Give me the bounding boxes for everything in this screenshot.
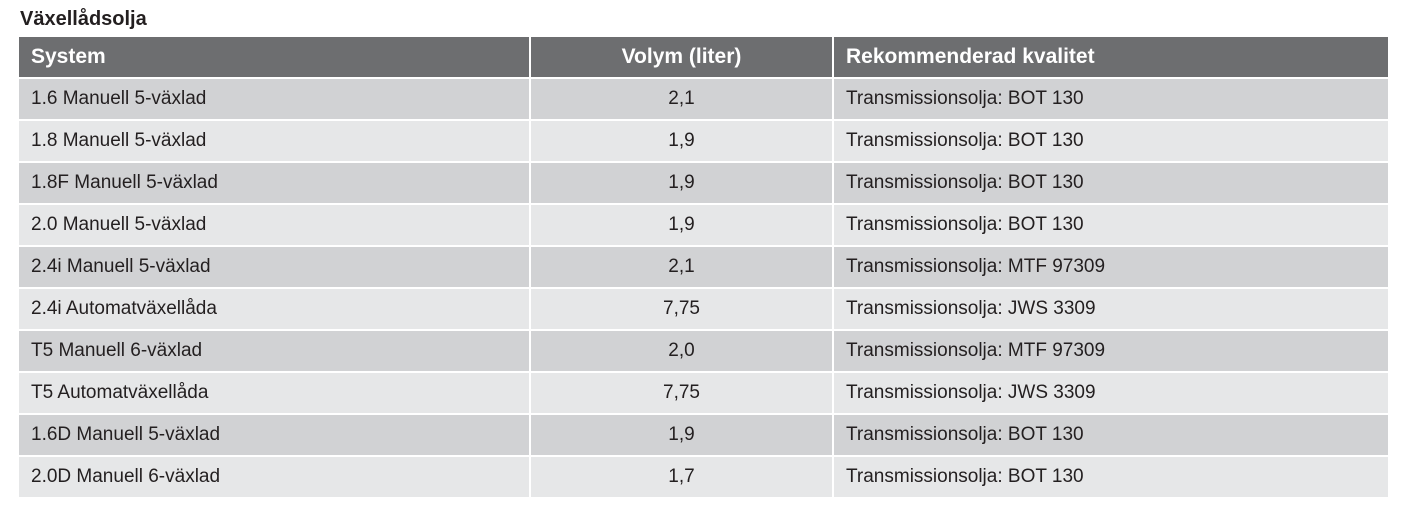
quality-cell: Transmissionsolja: BOT 130	[834, 457, 1388, 497]
volume-cell: 1,9	[531, 163, 832, 203]
table-row: 2.4i Manuell 5-växlad 2,1 Transmissionsolj…	[19, 247, 1388, 287]
table-row: 2.0 Manuell 5-växlad 1,9 Transmissionsolja…	[19, 205, 1388, 245]
quality-cell: Transmissionsolja: BOT 130	[834, 121, 1388, 161]
table-row: 1.8 Manuell 5-växlad 1,9 Transmissionsolja…	[19, 121, 1388, 161]
volume-cell: 2,1	[531, 247, 832, 287]
table-row: T5 Manuell 6-växlad 2,0 Transmissionsolja:…	[19, 331, 1388, 371]
quality-cell: Transmissionsolja: BOT 130	[834, 415, 1388, 455]
header-row: System Volym (liter) Rekommenderad kvali…	[19, 37, 1388, 77]
system-cell: 2.0D Manuell 6-växlad	[19, 457, 529, 497]
table-row: 2.0D Manuell 6-växlad 1,7 Transmissionsolj…	[19, 457, 1388, 497]
volume-cell: 1,9	[531, 205, 832, 245]
transmission-oil-table: System Volym (liter) Rekommenderad kvali…	[17, 35, 1390, 499]
volume-cell: 7,75	[531, 373, 832, 413]
volume-cell: 2,0	[531, 331, 832, 371]
quality-cell: Transmissionsolja: MTF 97309	[834, 247, 1388, 287]
quality-cell: Transmissionsolja: MTF 97309	[834, 331, 1388, 371]
system-cell: T5 Manuell 6-växlad	[19, 331, 529, 371]
system-cell: 1.6 Manuell 5-växlad	[19, 79, 529, 119]
quality-cell: Transmissionsolja: BOT 130	[834, 163, 1388, 203]
system-cell: 2.4i Automatväxellåda	[19, 289, 529, 329]
system-cell: 2.0 Manuell 5-växlad	[19, 205, 529, 245]
quality-cell: Transmissionsolja: JWS 3309	[834, 289, 1388, 329]
system-cell: T5 Automatväxellåda	[19, 373, 529, 413]
table-row: T5 Automatväxellåda 7,75 Transmissionsolja…	[19, 373, 1388, 413]
quality-cell: Transmissionsolja: BOT 130	[834, 79, 1388, 119]
header-volume: Volym (liter)	[531, 37, 832, 77]
system-cell: 1.8 Manuell 5-växlad	[19, 121, 529, 161]
table-title: Växellådsolja	[20, 8, 147, 30]
header-system: System	[19, 37, 529, 77]
quality-cell: Transmissionsolja: BOT 130	[834, 205, 1388, 245]
volume-cell: 1,9	[531, 415, 832, 455]
volume-cell: 2,1	[531, 79, 832, 119]
header-quality: Rekommenderad kvalitet	[834, 37, 1388, 77]
volume-cell: 1,7	[531, 457, 832, 497]
volume-cell: 1,9	[531, 121, 832, 161]
volume-cell: 7,75	[531, 289, 832, 329]
system-cell: 1.8F Manuell 5-växlad	[19, 163, 529, 203]
system-cell: 2.4i Manuell 5-växlad	[19, 247, 529, 287]
table-row: 1.6 Manuell 5-växlad 2,1 Transmissionsolja…	[19, 79, 1388, 119]
quality-cell: Transmissionsolja: JWS 3309	[834, 373, 1388, 413]
table-row: 1.6D Manuell 5-växlad 1,9 Transmissionsolj…	[19, 415, 1388, 455]
table-row: 1.8F Manuell 5-växlad 1,9 Transmissionsolj…	[19, 163, 1388, 203]
table-row: 2.4i Automatväxellåda 7,75 Transmissionsol…	[19, 289, 1388, 329]
system-cell: 1.6D Manuell 5-växlad	[19, 415, 529, 455]
